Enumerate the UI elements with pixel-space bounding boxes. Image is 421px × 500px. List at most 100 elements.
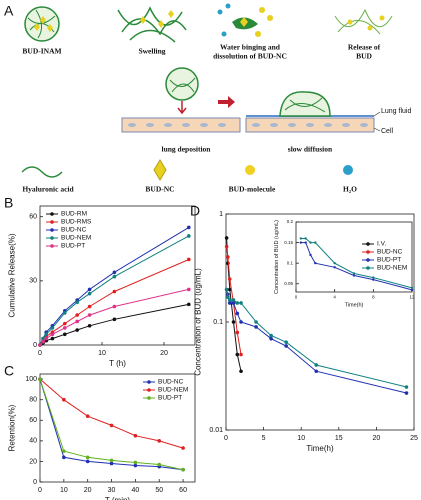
data-point xyxy=(239,320,243,324)
data-point xyxy=(157,462,162,467)
x-axis-label: T (h) xyxy=(109,359,126,368)
data-point xyxy=(109,423,114,428)
data-point xyxy=(235,352,240,357)
data-point xyxy=(87,313,92,317)
stage-label: dissolution of BUD-NC xyxy=(213,52,287,61)
nuclei xyxy=(128,123,368,127)
y-tick-label: 0.1 xyxy=(287,260,294,265)
data-point xyxy=(314,369,319,374)
data-point xyxy=(112,289,117,294)
x-tick-label: 4 xyxy=(333,295,336,300)
y-tick-label: 0.15 xyxy=(284,240,293,245)
legend-label: BUD-RMS xyxy=(61,219,92,226)
y-tick-label: 1 xyxy=(219,211,223,218)
y-tick-label: 60 xyxy=(29,417,37,424)
x-axis-label: Time(h) xyxy=(345,302,364,308)
panel-label: B xyxy=(4,195,13,211)
data-point xyxy=(112,274,117,279)
data-point xyxy=(133,433,138,438)
data-point xyxy=(254,325,258,329)
data-point xyxy=(299,237,303,240)
stage-label: Swelling xyxy=(138,47,165,56)
data-point xyxy=(309,253,312,257)
crystals xyxy=(34,16,53,32)
legend-marker xyxy=(50,212,54,216)
data-point xyxy=(284,340,288,345)
data-point xyxy=(224,287,229,292)
legend-marker xyxy=(147,396,151,400)
data-point xyxy=(112,270,117,275)
y-tick-label: 40 xyxy=(29,438,37,445)
data-point xyxy=(62,397,66,402)
y-tick-label: 30 xyxy=(29,278,37,285)
stage-label: BUD-INAM xyxy=(22,47,61,56)
data-point xyxy=(187,257,191,262)
data-point xyxy=(44,336,48,341)
y-tick-label: 0.1 xyxy=(213,319,223,326)
data-point xyxy=(304,241,307,244)
data-point xyxy=(410,286,414,290)
layer-label: Lung fluid xyxy=(381,108,411,115)
data-point xyxy=(314,261,317,265)
data-point xyxy=(50,332,55,337)
x-tick-label: 0 xyxy=(38,487,42,494)
panel-label: A xyxy=(4,3,14,19)
data-point xyxy=(410,288,414,292)
plot-area xyxy=(39,205,196,346)
chart: 0.05 0.1 0.15 0.2 0 4 8 12 Time(h) Concentration … xyxy=(274,219,415,308)
x-tick-label: 10 xyxy=(60,487,68,494)
data-point xyxy=(38,343,42,347)
x-tick-label: 8 xyxy=(372,295,375,300)
layer-label: Cell xyxy=(381,128,394,135)
molecule xyxy=(259,7,265,13)
data-point xyxy=(227,298,232,302)
data-point xyxy=(41,339,45,344)
legend-label: BUD-PT xyxy=(61,243,85,250)
data-point xyxy=(284,344,288,348)
data-point xyxy=(239,369,243,374)
y-tick-label: 0 xyxy=(33,479,37,486)
x-tick-label: 0 xyxy=(38,350,42,357)
data-point xyxy=(231,301,236,305)
data-point xyxy=(304,237,307,240)
data-point xyxy=(231,320,236,324)
data-point xyxy=(254,320,258,324)
x-tick-label: 20 xyxy=(373,435,381,442)
stage-label: Release of xyxy=(348,43,381,52)
data-point xyxy=(62,449,66,453)
legend-marker xyxy=(366,266,370,270)
legend-marker xyxy=(50,236,54,240)
legend-label: BUD-NEM xyxy=(61,235,91,242)
y-axis-label: Concentration of BUD (ug/mL) xyxy=(193,268,202,376)
data-point xyxy=(187,225,191,230)
y-tick-label: 60 xyxy=(29,214,37,221)
legend-label: BUD-NC xyxy=(377,249,403,256)
legend-marker xyxy=(50,228,54,232)
data-point xyxy=(181,446,185,450)
legend-label: BUD-RM xyxy=(61,211,87,218)
arrow xyxy=(218,96,235,108)
data-point xyxy=(63,321,67,326)
data-point xyxy=(75,300,79,305)
legend-label: BUD-PT xyxy=(158,395,182,402)
step-label: slow diffusion xyxy=(288,145,333,154)
legend-label: BUD-NEM xyxy=(158,387,188,394)
data-point xyxy=(231,298,236,302)
crystal xyxy=(240,17,248,27)
data-point xyxy=(235,311,240,316)
data-point xyxy=(87,304,92,309)
data-point xyxy=(269,333,273,338)
legend-icon xyxy=(153,159,167,181)
fibers xyxy=(334,8,393,35)
fibers xyxy=(169,77,196,93)
molecule xyxy=(367,25,373,31)
chart: 0 20 40 60 80 100 0 10 20 30 40 50 60 T (min) Retentio… xyxy=(4,363,196,500)
legend-marker xyxy=(366,250,370,254)
legend-label: I.V. xyxy=(377,241,386,248)
x-tick-label: 20 xyxy=(160,350,168,357)
legend-icon xyxy=(245,165,255,175)
data-point xyxy=(404,391,409,395)
water xyxy=(221,31,227,37)
data-point xyxy=(85,459,90,464)
